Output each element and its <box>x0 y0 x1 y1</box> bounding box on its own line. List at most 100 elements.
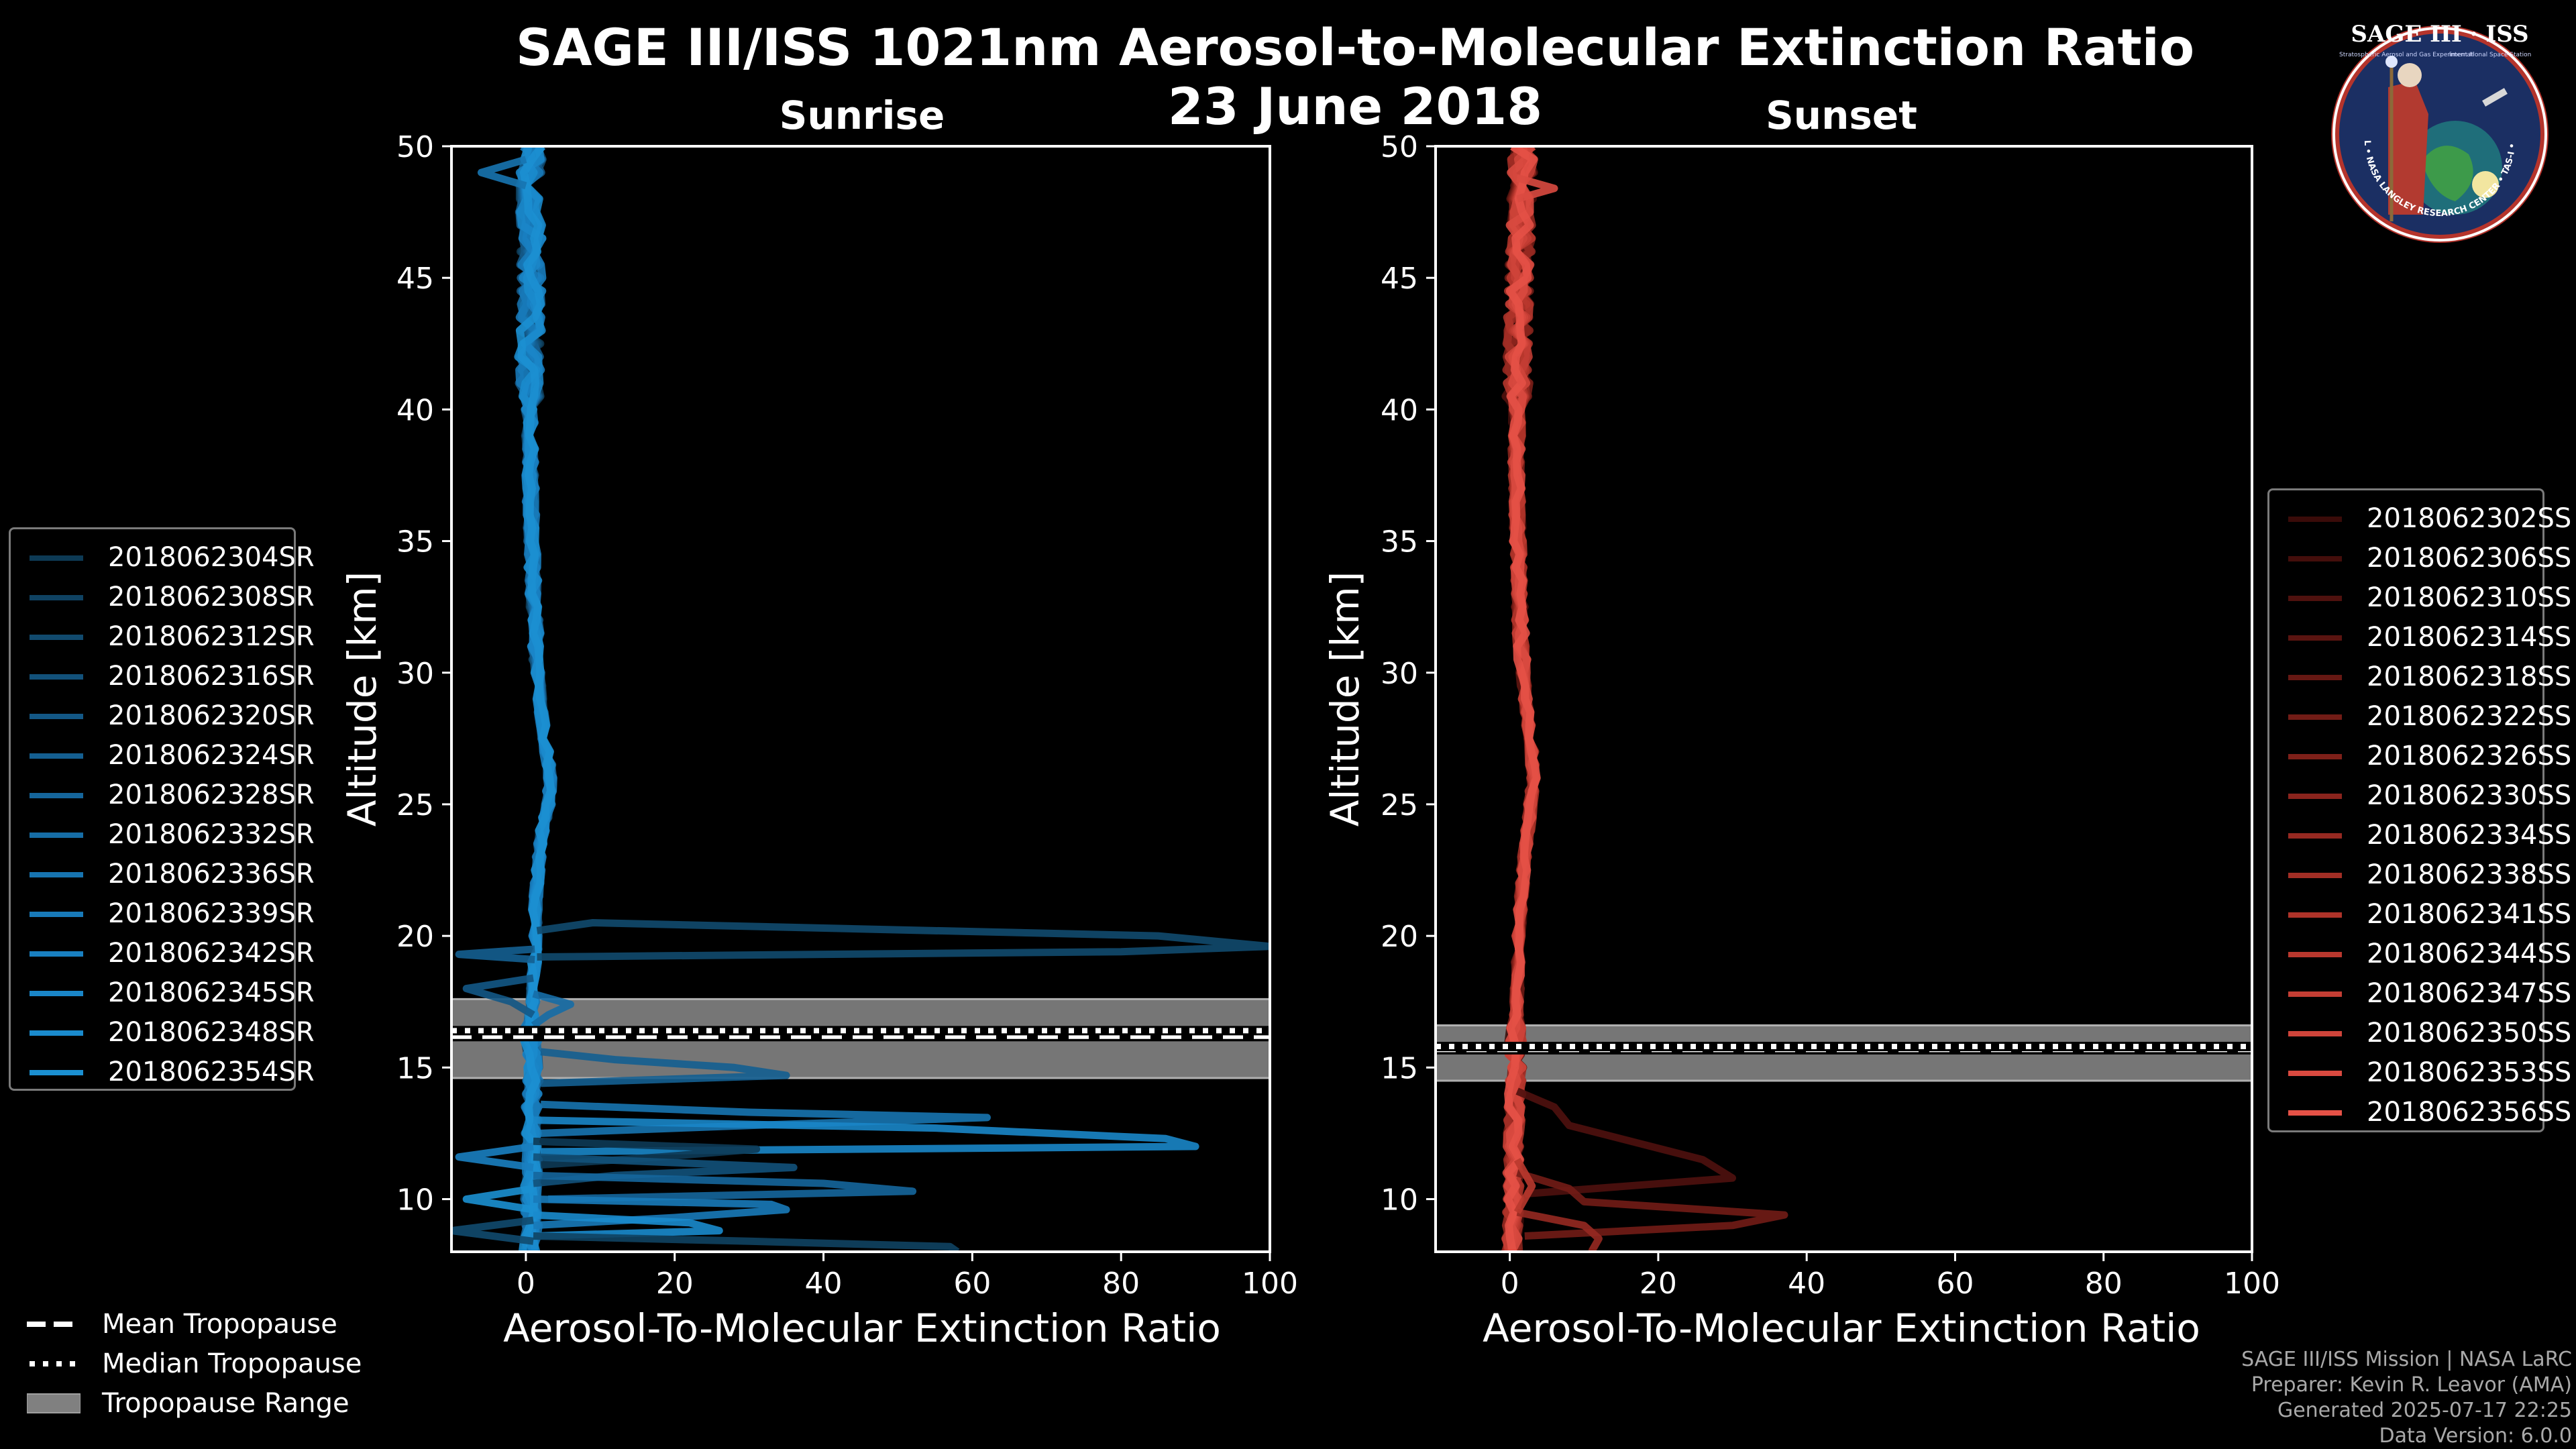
sunrise-series-2018062354SR <box>515 146 555 1252</box>
sunrise-profile-spike <box>462 1185 534 1214</box>
sunset-legend-swatch <box>2288 556 2342 561</box>
credit-line-mission: SAGE III/ISS Mission | NASA LaRC <box>2241 1348 2572 1371</box>
dashed-line-icon <box>27 1322 80 1327</box>
sunset-profile-spike <box>1513 1157 1536 1214</box>
sunrise-legend-swatch <box>30 991 83 996</box>
sunrise-profile-spike <box>455 945 535 963</box>
sunrise-x-tick-label: 100 <box>1242 1267 1298 1301</box>
sunset-legend-swatch <box>2288 1071 2342 1076</box>
sunrise-legend-label: 2018062345SR <box>108 977 315 1008</box>
sunrise-legend-label: 2018062354SR <box>108 1057 315 1087</box>
sunrise-legend-swatch <box>30 872 83 877</box>
logo-border <box>2332 27 2547 241</box>
sunrise-y-tick-label: 35 <box>396 525 434 559</box>
sunset-legend-swatch <box>2288 873 2342 878</box>
sunrise-x-tick-label: 20 <box>656 1267 694 1301</box>
sunset-legend-label: 2018062330SS <box>2367 780 2572 811</box>
sunrise-y-tick-label: 40 <box>396 393 434 427</box>
sunrise-legend-swatch <box>30 595 83 600</box>
sunrise-x-tick-label: 40 <box>805 1267 843 1301</box>
sunrise-profile-spike <box>533 1232 960 1252</box>
sunset-x-tick-label: 100 <box>2224 1267 2280 1301</box>
sunset-legend-swatch <box>2288 1031 2342 1036</box>
sunset-y-tick-label: 35 <box>1381 525 1418 559</box>
sunrise-legend-label: 2018062348SR <box>108 1017 315 1048</box>
sunrise-legend-swatch <box>30 635 83 640</box>
sunrise-legend-label: 2018062304SR <box>108 542 315 573</box>
sunrise-legend-label: 2018062328SR <box>108 780 315 810</box>
sunrise-legend-swatch <box>30 793 83 798</box>
logo-figure-robe <box>2388 80 2428 215</box>
sunrise-legend-swatch <box>30 1070 83 1075</box>
sunset-legend-swatch <box>2288 991 2342 997</box>
sunrise-plot-area <box>451 146 1270 1252</box>
sunset-panel: Sunset 0 20 40 60 80 100 10 15 20 25 30 35 40 45 50 Ae… <box>1322 93 2280 1351</box>
sunset-plot-area <box>1436 146 2252 1252</box>
sunrise-profile-spike <box>533 1116 1199 1156</box>
logo-sun <box>2472 171 2499 198</box>
sunset-y-tick-label: 25 <box>1381 788 1418 822</box>
sunrise-legend-swatch <box>30 912 83 917</box>
sunset-legend-swatch <box>2288 833 2342 839</box>
logo-staff-orb <box>2385 56 2398 68</box>
logo-figure-head <box>2398 63 2422 87</box>
sunset-legend-label: 2018062353SS <box>2367 1057 2572 1088</box>
sunset-profile-spike <box>1516 1169 1788 1240</box>
sunrise-profile-spike <box>462 974 535 1018</box>
sunset-legend-swatch <box>2288 794 2342 799</box>
sunset-legend-swatch <box>2288 714 2342 720</box>
sunrise-y-tick-label: 50 <box>396 130 434 164</box>
sunrise-legend-label: 2018062320SR <box>108 700 315 731</box>
sunset-legend-label: 2018062341SS <box>2367 899 2572 930</box>
logo-title: SAGE III · ISS <box>2351 21 2528 48</box>
sunrise-profile-spike <box>451 1216 534 1245</box>
sunset-y-axis-label: Altitude [km] <box>1322 572 1368 826</box>
sunrise-x-tick-label: 60 <box>953 1267 991 1301</box>
sunset-legend-swatch <box>2288 596 2342 601</box>
sunrise-profile-spike <box>540 1048 790 1087</box>
sunrise-panel-title: Sunrise <box>780 93 945 138</box>
sunset-panel-title: Sunset <box>1766 93 1917 138</box>
sunset-y-tick-label: 50 <box>1381 130 1418 164</box>
sunset-profile-spike <box>1516 174 1558 203</box>
sunrise-legend-label: 2018062342SR <box>108 938 315 969</box>
sunset-legend-label: 2018062347SS <box>2367 978 2572 1009</box>
logo-small-text-left: Stratospheric Aerosol and Gas Experiment… <box>2339 52 2475 58</box>
sunrise-y-tick-label: 20 <box>396 920 434 954</box>
sunset-legend-swatch <box>2288 912 2342 918</box>
sunrise-legend-label: 2018062332SR <box>108 819 315 850</box>
sunrise-legend-label: 2018062339SR <box>108 898 315 929</box>
sunset-legend-label: 2018062350SS <box>2367 1018 2572 1049</box>
sunrise-y-axis-label: Altitude [km] <box>339 572 385 826</box>
sunrise-y-tick-label: 15 <box>396 1051 434 1085</box>
sunrise-legend-swatch <box>30 753 83 759</box>
sunrise-x-axis-label: Aerosol-To-Molecular Extinction Ratio <box>503 1305 1221 1351</box>
sunset-axes: 0 20 40 60 80 100 10 15 20 25 30 35 40 45 50 <box>1381 130 2280 1301</box>
sunset-x-tick-label: 20 <box>1640 1267 1677 1301</box>
credit-line-preparer: Preparer: Kevin R. Leavor (AMA) <box>2251 1373 2572 1397</box>
figure-title: SAGE III/ISS 1021nm Aerosol-to-Molecular… <box>515 17 2195 77</box>
sunset-x-tick-label: 80 <box>2085 1267 2123 1301</box>
sunrise-profile-spike <box>540 1100 991 1137</box>
sunset-legend-label: 2018062306SS <box>2367 543 2572 574</box>
sunset-x-tick-label: 0 <box>1501 1267 1519 1301</box>
gray-patch-icon <box>27 1393 80 1413</box>
sunset-series-2018062356SS <box>1503 146 1541 1252</box>
sunset-legend: 2018062302SS 2018062306SS 2018062310SS 2018… <box>2267 488 2571 1132</box>
sunset-y-tick-label: 40 <box>1381 393 1418 427</box>
sunrise-axes: 0 20 40 60 80 100 10 15 20 25 30 35 40 45 50 <box>396 130 1298 1301</box>
sunset-legend-swatch <box>2288 1110 2342 1116</box>
sunset-legend-swatch <box>2288 517 2342 522</box>
figure-date: 23 June 2018 <box>1167 76 1543 136</box>
credit-line-version: Data Version: 6.0.0 <box>2379 1424 2572 1448</box>
sunset-legend-label: 2018062322SS <box>2367 701 2572 732</box>
sunset-profile-spike <box>1516 1208 1603 1252</box>
sunset-legend-label: 2018062302SS <box>2367 503 2572 534</box>
sunset-y-tick-label: 10 <box>1381 1183 1418 1218</box>
sunrise-profile-spike <box>531 990 574 1029</box>
sunrise-profile-spike <box>533 1171 917 1203</box>
legend-median-tropopause-label: Median Tropopause <box>102 1348 362 1379</box>
sunrise-legend-swatch <box>30 555 83 561</box>
sunset-legend-label: 2018062318SS <box>2367 661 2572 692</box>
